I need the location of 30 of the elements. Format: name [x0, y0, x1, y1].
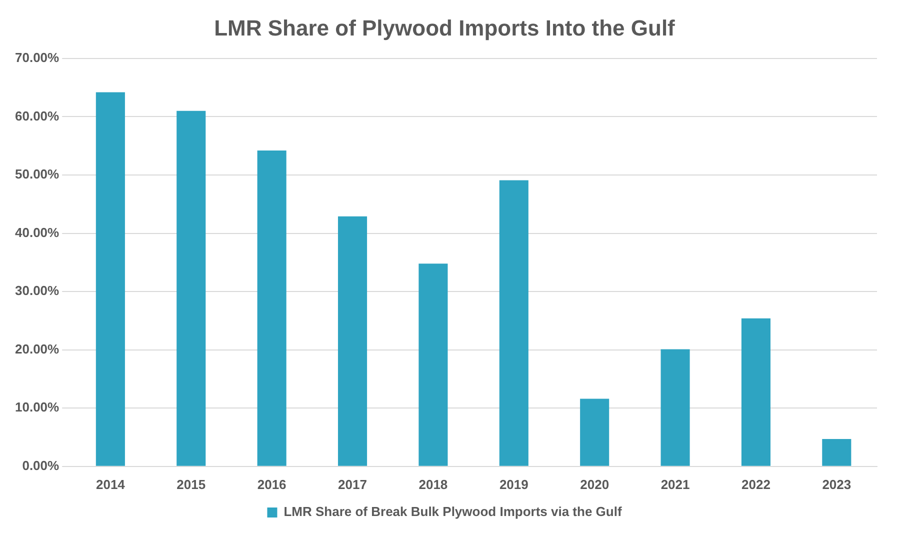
y-tick-label: 30.00% — [14, 283, 60, 298]
x-tick-label: 2015 — [176, 476, 206, 492]
x-tick-label: 2017 — [338, 476, 367, 492]
y-tick-label: 50.00% — [14, 166, 60, 182]
y-tick-label: 60.00% — [14, 108, 60, 124]
x-tick-label: 2019 — [499, 476, 528, 492]
bar — [580, 398, 610, 466]
x-tick-label: 2018 — [418, 476, 448, 492]
chart-title: LMR Share of Plywood Imports Into the Gulf — [214, 15, 676, 40]
bar — [660, 349, 690, 466]
bar — [257, 150, 286, 466]
bar — [822, 439, 852, 466]
x-tick-label: 2023 — [822, 476, 852, 492]
x-tick-label: 2020 — [580, 476, 610, 492]
bar — [176, 110, 206, 466]
bar — [418, 264, 448, 466]
x-tick-label: 2014 — [96, 476, 126, 492]
bar — [338, 216, 368, 466]
y-tick-label: 40.00% — [14, 224, 60, 240]
x-tick-label: 2016 — [257, 476, 286, 492]
y-tick-label: 70.00% — [14, 50, 60, 65]
x-tick-label: 2021 — [660, 476, 690, 492]
y-tick-label: 20.00% — [14, 341, 60, 356]
y-tick-label: 10.00% — [14, 400, 60, 415]
bar — [499, 180, 528, 466]
bar — [741, 318, 770, 466]
legend-label: LMR Share of Break Bulk Plywood Imports via the Gulf — [284, 504, 622, 520]
y-tick-label: 0.00% — [22, 458, 60, 473]
x-tick-label: 2022 — [742, 476, 770, 492]
bar — [96, 92, 125, 466]
